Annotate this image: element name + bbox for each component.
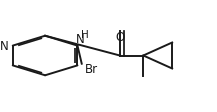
- Text: Br: Br: [85, 62, 98, 75]
- Text: O: O: [115, 31, 125, 44]
- Text: N: N: [76, 32, 85, 45]
- Text: H: H: [81, 30, 89, 40]
- Text: N: N: [0, 39, 9, 52]
